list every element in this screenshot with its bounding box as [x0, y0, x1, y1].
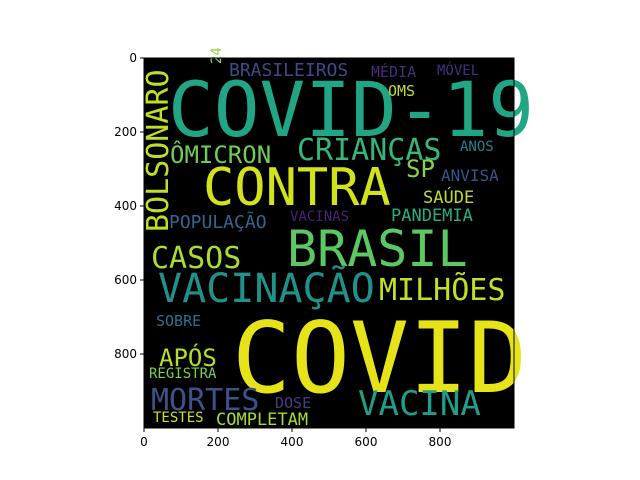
cloud-word: CONTRA [203, 158, 391, 218]
cloud-word: OMS [388, 82, 415, 100]
cloud-word: CASOS [151, 241, 241, 276]
cloud-word: MÓVEL [437, 61, 479, 79]
y-tick-label: 400 [114, 199, 137, 213]
cloud-word: SP [406, 155, 435, 183]
cloud-word: SAÚDE [423, 186, 474, 208]
image-frame [143, 57, 515, 429]
cloud-word: VACINAS [290, 209, 349, 225]
cloud-word: BRASILEIROS [229, 60, 348, 81]
cloud-word: PANDEMIA [391, 206, 473, 226]
cloud-word: ÔMICRON [170, 139, 271, 169]
x-axis: 0 200 400 600 800 [140, 428, 451, 449]
x-tick-label: 800 [429, 435, 452, 449]
x-tick-label: 400 [281, 435, 304, 449]
cloud-word: SOBRE [156, 312, 201, 330]
cloud-word: COVID [232, 302, 527, 416]
cloud-word: VACINA [358, 384, 481, 424]
cloud-word: 24 [209, 47, 225, 64]
cloud-word: MORTES [151, 383, 259, 418]
cloud-word: TESTES [153, 410, 204, 426]
cloud-word: CRIANÇAS [297, 133, 442, 168]
cloud-word: POPULAÇÃO [169, 211, 267, 233]
cloud-word: MÉDIA [371, 62, 416, 81]
cloud-word: BOLSONARO [141, 69, 176, 232]
cloud-word: ANOS [460, 139, 494, 155]
cloud-word: DOSE [275, 394, 311, 412]
cloud-word: ANVISA [441, 166, 499, 185]
y-tick-label: 800 [114, 347, 137, 361]
cloud-word: REGISTRA [149, 366, 217, 382]
cloud-word: APÓS [159, 342, 217, 372]
y-tick-label: 0 [129, 51, 137, 65]
x-tick-label: 0 [140, 435, 148, 449]
image-background [144, 58, 514, 428]
y-tick-label: 200 [114, 125, 137, 139]
cloud-word: COMPLETAM [216, 410, 308, 430]
cloud-word: MILHÕES [379, 271, 505, 308]
x-tick-label: 200 [207, 435, 230, 449]
cloud-word: VACINAÇÃO [158, 264, 375, 312]
cloud-word: BRASIL [287, 220, 468, 278]
y-axis: 0 200 400 600 800 [114, 51, 144, 361]
cloud-word: COVID-19 [168, 65, 534, 154]
x-tick-label: 600 [355, 435, 378, 449]
y-tick-label: 600 [114, 273, 137, 287]
